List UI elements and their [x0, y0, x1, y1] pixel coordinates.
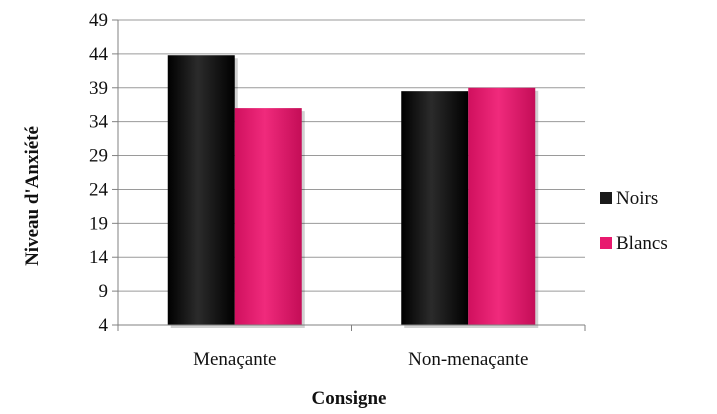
y-tick-label: 49 [89, 10, 108, 31]
y-tick-labels: 49 44 39 34 29 24 19 14 9 4 [89, 10, 109, 336]
y-axis-title: Niveau d'Anxiété [22, 126, 43, 266]
x-category-label: Menaçante [193, 349, 276, 370]
x-category-label: Non-menaçante [408, 349, 528, 370]
y-tick-label: 29 [89, 146, 108, 167]
bar-noirs-2 [401, 91, 469, 326]
x-axis-title: Consigne [312, 388, 387, 409]
legend-swatch-blancs [600, 237, 612, 249]
legend-swatch-noirs [600, 192, 612, 204]
x-category-labels: Menaçante Non-menaçante [193, 349, 528, 370]
y-tick-label: 44 [89, 44, 109, 65]
legend-label-blancs: Blancs [616, 233, 668, 254]
y-tick-label: 39 [89, 78, 108, 99]
bar-blancs-2 [468, 87, 536, 326]
legend-label-noirs: Noirs [616, 188, 658, 209]
y-tick-label: 4 [99, 315, 109, 336]
y-tick-label: 34 [89, 112, 109, 133]
bars [167, 55, 539, 329]
y-tick-label: 24 [89, 179, 109, 200]
y-tick-label: 19 [89, 213, 108, 234]
y-tick-label: 9 [99, 281, 109, 302]
legend: Noirs Blancs [600, 188, 668, 254]
y-tick-label: 14 [89, 247, 109, 268]
bar-blancs-1 [234, 108, 302, 325]
bar-noirs-1 [167, 55, 235, 325]
axes [117, 20, 586, 331]
